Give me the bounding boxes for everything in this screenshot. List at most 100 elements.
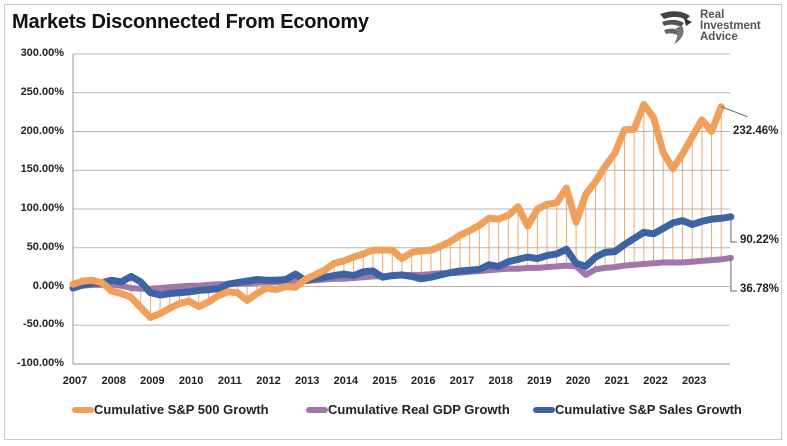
leader-line	[721, 106, 748, 118]
data-point	[101, 281, 103, 284]
y-tick-label: 300.00%	[20, 47, 64, 59]
data-point	[614, 266, 616, 268]
data-point	[410, 251, 413, 254]
x-tick-label: 2021	[604, 375, 630, 387]
data-point	[285, 285, 287, 288]
data-point	[439, 245, 442, 247]
y-tick-label: 50.00%	[26, 240, 64, 253]
end-value-label: 36.78%	[740, 283, 780, 295]
data-point	[217, 288, 219, 290]
data-point	[72, 283, 74, 285]
x-tick-label: 2014	[333, 375, 359, 387]
y-tick-label: 200.00%	[20, 124, 64, 137]
data-point	[604, 251, 606, 254]
data-point	[420, 250, 423, 252]
data-point	[149, 291, 152, 294]
legend-label-sales: Cumulative S&P Sales Growth	[555, 402, 742, 417]
data-point	[584, 193, 587, 196]
y-tick-label: 0.00%	[32, 279, 64, 292]
data-point	[459, 270, 461, 272]
data-point	[207, 288, 210, 291]
series-line-sp500	[69, 100, 725, 321]
data-point	[120, 281, 123, 283]
x-tick-label: 2018	[488, 375, 513, 387]
data-point	[265, 279, 268, 282]
x-tick-label: 2008	[101, 375, 126, 387]
data-point	[343, 277, 345, 280]
data-point	[159, 294, 161, 296]
data-point	[333, 262, 336, 265]
data-point	[323, 276, 326, 279]
data-point	[401, 257, 403, 260]
data-point	[430, 249, 432, 251]
data-point	[362, 276, 365, 279]
data-point	[468, 269, 471, 272]
data-point	[488, 269, 490, 272]
data-point	[362, 270, 365, 273]
data-point	[710, 259, 713, 261]
x-tick-label: 2011	[217, 375, 242, 387]
data-point	[488, 217, 490, 220]
data-point	[188, 300, 190, 303]
data-point	[391, 249, 394, 251]
data-point	[555, 202, 558, 204]
data-point	[623, 264, 626, 267]
data-point	[633, 237, 635, 240]
data-point	[681, 261, 684, 264]
data-point	[643, 231, 645, 234]
data-point	[159, 312, 161, 315]
data-point	[294, 286, 297, 289]
y-tick-label: -100.00%	[16, 357, 64, 369]
data-point	[507, 214, 510, 216]
data-point	[449, 271, 452, 274]
legend-swatch-sales	[533, 406, 555, 413]
data-point	[565, 248, 568, 251]
data-point	[362, 253, 365, 255]
data-point	[130, 287, 132, 289]
x-tick-label: 2015	[372, 375, 397, 387]
data-point	[197, 289, 200, 292]
x-tick-label: 2019	[527, 375, 552, 387]
data-point	[372, 275, 374, 278]
data-point	[488, 264, 490, 266]
data-point	[139, 281, 142, 283]
legend-item-sales: Cumulative S&P Sales Growth	[533, 402, 742, 417]
data-point	[314, 274, 316, 276]
data-point	[633, 264, 635, 266]
data-point	[81, 280, 84, 282]
data-point	[333, 274, 336, 277]
brand-name: Real Investment Advice	[700, 9, 761, 43]
data-point	[130, 296, 132, 299]
data-point	[227, 283, 229, 285]
data-point	[381, 276, 384, 279]
data-point	[691, 136, 693, 138]
data-point	[652, 262, 655, 265]
chart-title: Markets Disconnected From Economy	[12, 11, 369, 33]
data-point	[584, 265, 587, 268]
data-point	[256, 278, 258, 281]
data-point	[188, 284, 190, 287]
data-point	[614, 250, 616, 253]
data-point	[633, 128, 635, 130]
legend-item-sp500: Cumulative S&P 500 Growth	[72, 402, 269, 417]
data-point	[168, 307, 171, 310]
legend: Cumulative S&P 500 Growth Cumulative Rea…	[0, 402, 787, 426]
leader-line	[730, 257, 737, 292]
brand-line-2: Investment	[700, 20, 761, 32]
data-point	[575, 221, 577, 223]
y-tick-label: 100.00%	[20, 202, 64, 214]
brand-line-1: Real	[700, 9, 725, 21]
data-point	[555, 265, 558, 268]
data-point	[546, 203, 548, 206]
brand-line-3: Advice	[700, 31, 738, 43]
data-point	[517, 258, 519, 261]
data-point	[178, 302, 181, 305]
data-point	[401, 274, 403, 276]
data-point	[391, 274, 394, 277]
leader-line	[730, 216, 737, 243]
data-point	[672, 261, 674, 264]
y-tick-label: 250.00%	[20, 85, 64, 98]
data-point	[207, 301, 210, 303]
data-point	[130, 275, 132, 278]
